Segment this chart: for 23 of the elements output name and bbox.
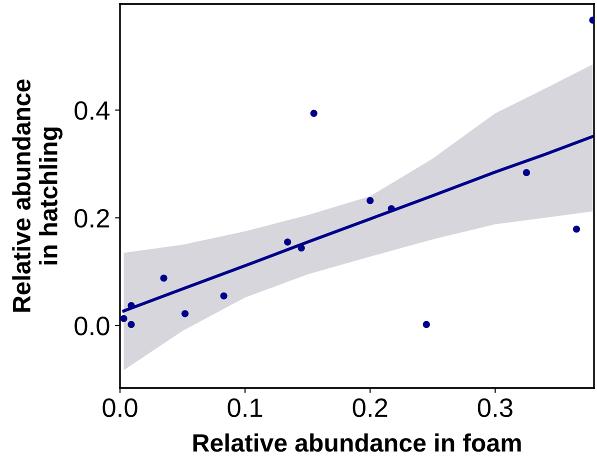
point	[181, 310, 189, 318]
y-tick-label: 0.4	[74, 101, 110, 120]
y-axis-title: Relative abundance in hatchling	[12, 79, 62, 312]
point	[120, 314, 128, 322]
point	[284, 238, 292, 246]
point	[572, 226, 580, 233]
point	[128, 320, 135, 328]
point	[388, 205, 395, 212]
point	[366, 197, 374, 204]
point	[522, 169, 530, 176]
point	[298, 244, 305, 252]
point	[422, 320, 430, 328]
x-tick-label: 0.3	[478, 398, 512, 418]
point	[220, 292, 228, 300]
x-tick-label: 0.0	[102, 398, 138, 418]
x-axis-title: Relative abundance in foam	[193, 433, 521, 452]
y-tick-label: 0.2	[74, 208, 109, 228]
line-series	[122, 134, 594, 313]
point	[310, 110, 318, 117]
point	[160, 274, 168, 282]
x-tick-label: 0.1	[228, 398, 262, 418]
y-tick-label: 0.0	[74, 316, 110, 336]
x-tick-label: 0.2	[352, 398, 388, 418]
